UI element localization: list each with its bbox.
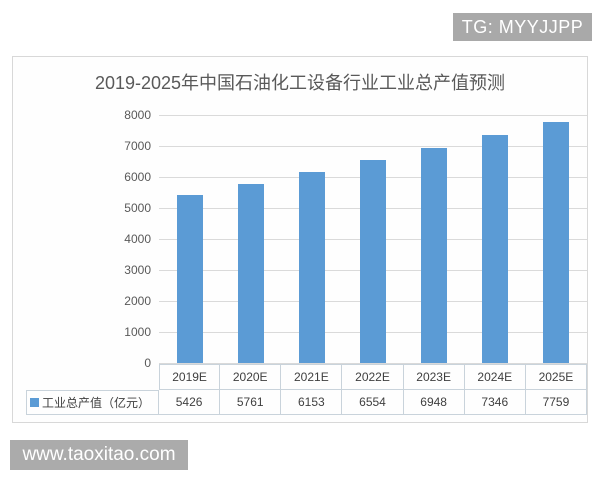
- table-value-2023E: 6948: [403, 390, 465, 415]
- table-category-2020E: 2020E: [220, 364, 282, 390]
- site-watermark-badge: www.taoxitao.com: [10, 440, 188, 470]
- y-axis-tick: 0: [144, 356, 151, 370]
- bar-2025E: [543, 122, 570, 363]
- table-category-2022E: 2022E: [342, 364, 404, 390]
- bar-2024E: [482, 135, 509, 363]
- gridline: [159, 146, 587, 147]
- y-axis-tick: 3000: [124, 263, 151, 277]
- chart-card: 2019-2025年中国石油化工设备行业工业总产值预测 0 1000 2000 300…: [12, 56, 588, 423]
- chart-title: 2019-2025年中国石油化工设备行业工业总产值预测: [94, 73, 506, 93]
- bar-2023E: [421, 147, 448, 363]
- table-corner-cell: [26, 364, 159, 390]
- table-category-2021E: 2021E: [281, 364, 343, 390]
- table-value-2021E: 6153: [281, 390, 343, 415]
- table-value-2019E: 5426: [159, 390, 221, 415]
- table-category-2024E: 2024E: [464, 364, 526, 390]
- table-value-2022E: 6554: [342, 390, 404, 415]
- y-axis-tick: 7000: [124, 139, 151, 153]
- y-axis-tick: 5000: [124, 201, 151, 215]
- tg-watermark-badge: TG: MYYJJPP: [453, 13, 592, 41]
- bar-2020E: [237, 184, 264, 363]
- y-axis-tick: 2000: [124, 294, 151, 308]
- table-category-2025E: 2025E: [525, 364, 587, 390]
- bar-2022E: [360, 159, 386, 363]
- y-axis-tick: 6000: [124, 170, 151, 184]
- plot-area: [159, 115, 587, 364]
- data-table: 2019E 2020E 2021E 2022E 2023E 2024E 2025E 工业总产值…: [26, 364, 587, 415]
- table-value-2020E: 5761: [220, 390, 282, 415]
- bar-2021E: [298, 172, 325, 363]
- table-category-2023E: 2023E: [403, 364, 465, 390]
- y-axis-tick: 8000: [124, 108, 151, 122]
- table-legend-cell: 工业总产值（亿元）: [26, 390, 159, 415]
- legend-label: 工业总产值（亿元）: [42, 396, 151, 410]
- table-value-2024E: 7346: [464, 390, 526, 415]
- legend-key-icon: [30, 398, 39, 407]
- y-axis: 0 1000 2000 3000 4000 5000 6000 7000 8000: [109, 108, 151, 370]
- bar-2019E: [176, 194, 203, 363]
- y-axis-tick: 4000: [124, 232, 151, 246]
- y-axis-tick: 1000: [124, 325, 151, 339]
- gridline: [159, 115, 587, 116]
- table-value-2025E: 7759: [525, 390, 587, 415]
- table-category-2019E: 2019E: [159, 364, 221, 390]
